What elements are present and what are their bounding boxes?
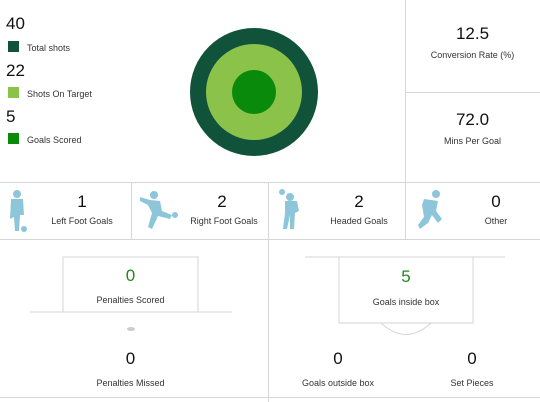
goals-outside-box-label: Goals outside box [301, 378, 375, 388]
on-target-swatch [8, 87, 19, 98]
penalties-missed-label: Penalties Missed [96, 378, 165, 388]
summary-panel: 40 Total shots 22 Shots On Target 5 Goal… [0, 0, 140, 180]
on-target-value: 22 [6, 61, 25, 80]
penalties-scored-value: 0 [125, 266, 136, 285]
right-foot-goals-label: Right Foot Goals [190, 216, 258, 226]
left-foot-player-icon [10, 190, 27, 232]
conversion-rate-value: 12.5 [455, 24, 490, 43]
goals-inside-box-label: Goals inside box [372, 297, 440, 307]
headed-goals-label: Headed Goals [330, 216, 388, 226]
on-target-label: Shots On Target [27, 89, 92, 99]
other-goals-label: Other [484, 216, 508, 226]
conversion-rate-block: 12.5 Conversion Rate (%) [405, 24, 540, 60]
left-foot-goals-label: Left Foot Goals [51, 216, 113, 226]
left-foot-goals-value: 1 [77, 192, 87, 211]
conversion-rate-label: Conversion Rate (%) [430, 50, 515, 60]
other-goals-cell: 0 Other [406, 183, 540, 239]
mins-per-goal-value: 72.0 [455, 110, 490, 129]
total-shots-label: Total shots [27, 43, 71, 53]
goals-outside-box-block: 0 Goals outside box [290, 349, 386, 388]
mins-per-goal-block: 72.0 Mins Per Goal [405, 110, 540, 146]
goals-inside-box-value: 5 [401, 267, 411, 286]
goals-inside-box-block: 5 Goals inside box [339, 267, 473, 307]
set-pieces-value: 0 [467, 349, 477, 368]
right-foot-goals-value: 2 [217, 192, 227, 211]
total-shots-value: 40 [6, 14, 25, 33]
mins-per-goal-label: Mins Per Goal [443, 136, 502, 146]
headed-goals-cell: 2 Headed Goals [269, 183, 405, 239]
right-foot-goals-cell: 2 Right Foot Goals [132, 183, 268, 239]
goals-scored-label: Goals Scored [27, 135, 82, 145]
goals-scored-swatch [8, 133, 19, 144]
box-pitch-diagram [305, 256, 505, 335]
penalties-scored-label: Penalties Scored [96, 295, 165, 305]
penalties-missed-block: 0 Penalties Missed [63, 349, 198, 388]
other-goals-value: 0 [491, 192, 501, 211]
left-foot-goals-cell: 1 Left Foot Goals [0, 183, 131, 239]
penalties-scored-block: 0 Penalties Scored [63, 266, 198, 305]
set-pieces-block: 0 Set Pieces [426, 349, 518, 388]
header-player-icon [279, 189, 299, 229]
penalties-missed-value: 0 [125, 349, 136, 368]
goals-core [232, 70, 276, 114]
shots-target-chart [190, 28, 318, 156]
right-foot-player-icon [140, 191, 178, 229]
goals-scored-value: 5 [6, 107, 16, 126]
set-pieces-label: Set Pieces [450, 378, 494, 388]
penalty-pitch-diagram [30, 256, 232, 331]
total-shots-swatch [8, 41, 19, 52]
other-goal-player-icon [418, 190, 442, 229]
headed-goals-value: 2 [354, 192, 364, 211]
goals-outside-box-value: 0 [333, 349, 343, 368]
